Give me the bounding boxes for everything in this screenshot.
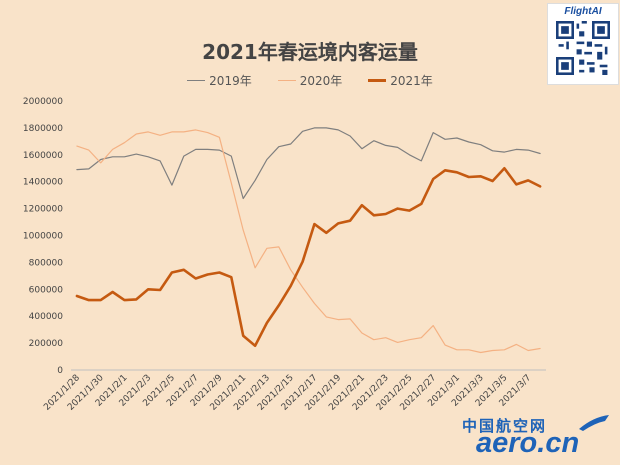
legend-label-2021: 2021年 xyxy=(390,74,433,88)
y-tick-label: 800000 xyxy=(29,258,64,268)
chart-title: 2021年春运境内客运量 xyxy=(202,40,418,64)
y-tick-label: 400000 xyxy=(29,312,64,322)
series-line-0 xyxy=(76,127,541,200)
y-tick-label: 1400000 xyxy=(23,178,63,188)
flightai-logo: FlightAI xyxy=(547,3,619,85)
legend-item-2020: 2020年 xyxy=(277,72,343,89)
legend-swatch-2020 xyxy=(277,80,296,81)
legend-label-2020: 2020年 xyxy=(299,74,343,88)
logo-text: FlightAI xyxy=(564,6,602,17)
watermark-cn-text: 中国航空网 xyxy=(462,417,548,435)
y-tick-label: 0 xyxy=(57,366,63,376)
y-tick-label: 1000000 xyxy=(23,232,63,242)
watermark-en-text: aero.cn xyxy=(476,427,580,459)
series-line-2 xyxy=(75,167,542,348)
y-tick-label: 200000 xyxy=(29,339,64,349)
legend-item-2019: 2019年 xyxy=(187,72,252,89)
series-line-1 xyxy=(76,129,541,354)
y-tick-label: 1800000 xyxy=(23,124,63,134)
y-tick-label: 600000 xyxy=(29,285,64,295)
legend-item-2021: 2021年 xyxy=(368,72,433,89)
legend-label-2019: 2019年 xyxy=(209,74,252,88)
y-tick-label: 1200000 xyxy=(23,205,63,215)
aero-cn-watermark: 中国航空网 aero.cn xyxy=(462,415,612,463)
y-tick-label: 1600000 xyxy=(23,151,63,161)
qr-code-icon xyxy=(556,21,610,75)
airplane-icon xyxy=(579,415,609,431)
y-tick-label: 2000000 xyxy=(23,97,63,107)
legend-swatch-2021 xyxy=(368,79,387,82)
legend-swatch-2019 xyxy=(187,80,206,81)
chart-legend: 2019年 2020年 2021年 xyxy=(0,72,620,89)
